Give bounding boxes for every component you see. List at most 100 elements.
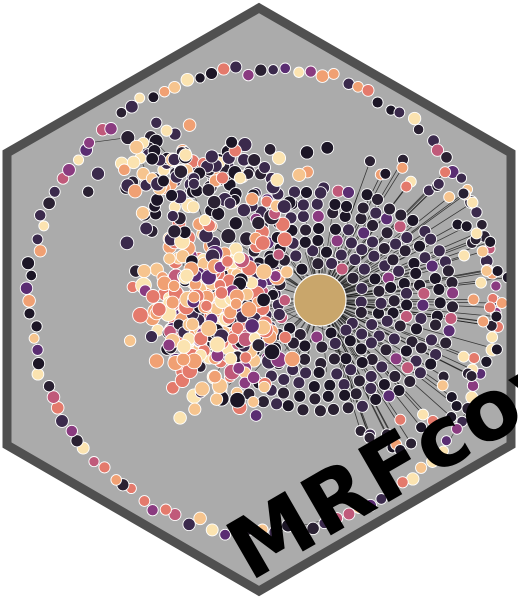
cluster-node: [210, 392, 224, 406]
shell-node: [379, 343, 393, 357]
ring-node: [98, 461, 111, 474]
peripheral-node: [490, 343, 503, 356]
shell-node: [387, 294, 401, 308]
shell-node: [424, 232, 438, 246]
ring-node: [426, 455, 439, 468]
cluster-node: [173, 411, 187, 425]
peripheral-node: [467, 293, 480, 306]
shell-node: [354, 212, 368, 226]
network-edge: [319, 299, 452, 418]
ring-node: [396, 476, 409, 489]
shell-node: [312, 366, 326, 379]
scatter-node: [139, 221, 154, 236]
network-edge: [319, 299, 393, 448]
cluster-node: [200, 320, 218, 337]
shell-node: [325, 257, 339, 270]
cluster-node: [249, 409, 263, 422]
ring-node: [331, 512, 344, 525]
shell-node: [400, 231, 414, 245]
scatter-node: [263, 143, 277, 156]
ring-node: [451, 423, 463, 435]
cluster-node: [151, 301, 167, 317]
shell-node: [328, 197, 342, 211]
shell-node: [296, 198, 310, 212]
ring-node: [342, 507, 356, 521]
shell-node: [384, 281, 398, 294]
shell-node: [277, 373, 291, 386]
scatter-node: [245, 192, 259, 206]
cluster-node: [162, 338, 176, 352]
scatter-node: [82, 185, 95, 198]
cluster-node: [230, 321, 245, 335]
shell-node: [414, 341, 428, 355]
network-edge: [319, 183, 440, 301]
cluster-node: [221, 255, 234, 268]
cluster-node: [284, 350, 301, 368]
scatter-node: [313, 186, 328, 200]
cluster-node: [232, 362, 245, 375]
cluster-node: [227, 332, 240, 345]
scatter-node: [118, 163, 131, 177]
ring-node: [55, 414, 69, 428]
ring-node: [281, 518, 295, 533]
peripheral-node: [484, 235, 497, 248]
ring-node: [490, 280, 502, 292]
peripheral-node: [477, 315, 490, 328]
shell-node: [300, 186, 313, 199]
cluster-node: [208, 369, 222, 384]
scatter-node: [182, 118, 197, 132]
shell-node: [374, 296, 388, 310]
shell-node: [439, 336, 453, 350]
scatter-node: [204, 149, 219, 164]
ring-node: [38, 220, 50, 232]
scatter-node: [233, 171, 247, 185]
peripheral-node: [379, 167, 392, 180]
shell-node: [366, 235, 379, 249]
ring-node: [279, 62, 291, 75]
peripheral-node: [457, 187, 470, 200]
scatter-node: [271, 151, 287, 166]
scatter-node: [299, 145, 315, 160]
scatter-node: [135, 206, 150, 220]
ring-node: [393, 106, 406, 119]
ring-node: [25, 269, 38, 282]
cluster-node: [240, 301, 258, 318]
ring-node: [205, 523, 219, 537]
shell-node: [352, 374, 366, 388]
ring-node: [147, 91, 160, 104]
shell-node: [409, 354, 423, 368]
peripheral-node: [394, 413, 407, 426]
cluster-node: [263, 343, 281, 361]
shell-node: [355, 356, 369, 369]
shell-node: [398, 244, 412, 258]
scatter-node: [126, 155, 141, 170]
ring-node: [46, 390, 61, 404]
shell-node: [409, 266, 423, 280]
cluster-node: [123, 334, 137, 347]
ring-node: [371, 96, 384, 109]
shell-node: [338, 388, 352, 402]
shell-node: [368, 272, 382, 286]
peripheral-node: [405, 437, 418, 450]
ring-node: [72, 154, 85, 166]
peripheral-node: [470, 227, 483, 240]
cluster-node: [276, 231, 293, 248]
ring-node: [267, 64, 279, 76]
ring-node: [193, 511, 207, 526]
shell-node: [444, 312, 458, 325]
peripheral-node: [363, 431, 376, 444]
shell-node: [441, 264, 455, 278]
ring-node: [407, 111, 422, 126]
cluster-node: [272, 248, 285, 261]
ring-node: [440, 435, 452, 447]
cluster-node: [176, 339, 192, 354]
scatter-node: [145, 152, 159, 166]
cluster-node: [132, 306, 149, 324]
scatter-node: [150, 193, 164, 207]
ring-node: [256, 523, 269, 536]
peripheral-node: [458, 249, 471, 262]
shell-node: [307, 380, 321, 394]
shell-node: [342, 185, 355, 199]
shell-node: [298, 339, 312, 353]
ring-node: [42, 380, 56, 393]
